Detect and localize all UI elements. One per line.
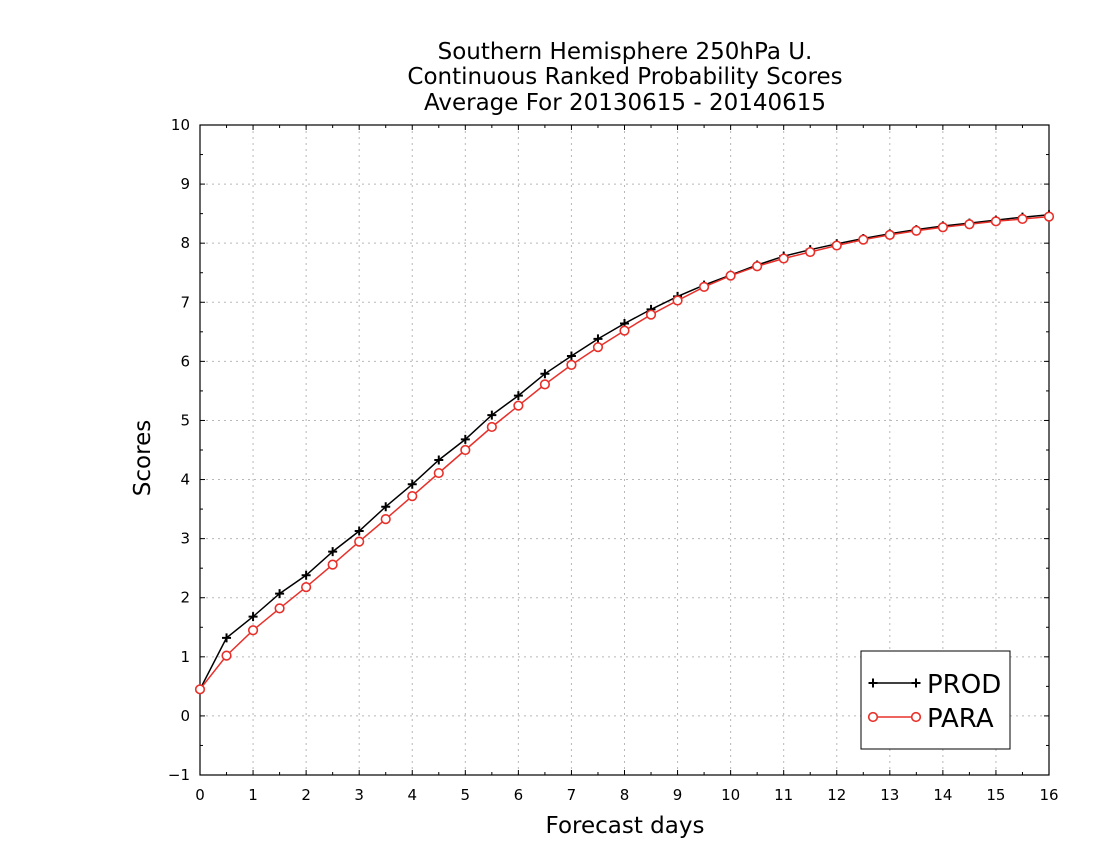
x-tick-label: 5 — [461, 786, 471, 804]
legend-marker-para — [910, 711, 922, 723]
y-tick-label: −1 — [168, 766, 190, 784]
series-para — [194, 211, 1055, 695]
para-point — [805, 246, 816, 258]
para-point — [858, 234, 869, 245]
para-point — [539, 379, 551, 390]
prod-point — [434, 455, 444, 465]
para-point — [247, 625, 259, 636]
y-tick-label: 10 — [171, 116, 190, 134]
para-point — [752, 261, 763, 272]
legend-marker-prod — [868, 678, 878, 688]
para-point — [327, 559, 338, 570]
prod-point — [248, 612, 258, 622]
x-tick-label: 11 — [774, 786, 793, 804]
x-tick-label: 2 — [301, 786, 311, 804]
para-point — [407, 490, 418, 502]
para-point — [672, 295, 683, 306]
para-point — [513, 400, 524, 411]
legend-box — [860, 650, 1011, 750]
prod-point — [301, 570, 311, 580]
prod-point — [460, 434, 470, 444]
chart-title: Southern Hemisphere 250hPa U. Continuous… — [407, 39, 842, 116]
y-tick-label: 1 — [180, 648, 190, 666]
y-tick-label: 0 — [180, 707, 190, 725]
legend: PROD PARA — [860, 650, 1011, 750]
legend-label-prod: PROD — [927, 670, 1001, 700]
para-point — [698, 281, 710, 293]
para-point — [460, 444, 471, 456]
y-tick-label: 9 — [180, 175, 190, 193]
y-tick-label: 7 — [180, 293, 190, 311]
prod-point — [381, 502, 391, 512]
x-tick-label: 9 — [673, 786, 683, 804]
x-tick-label: 13 — [880, 786, 899, 804]
prod-point — [487, 410, 497, 420]
y-axis-label: Scores — [130, 420, 156, 496]
para-point — [274, 603, 285, 614]
para-point — [1043, 211, 1055, 222]
legend-item-prod: PROD — [868, 670, 1001, 700]
prod-point — [354, 526, 364, 536]
x-tick-label: 12 — [827, 786, 846, 804]
para-point — [884, 229, 895, 241]
x-tick-label: 3 — [354, 786, 364, 804]
para-point — [725, 270, 736, 281]
para-point — [566, 359, 577, 371]
prod-point — [328, 547, 338, 557]
para-point — [619, 325, 630, 336]
para-point — [221, 650, 232, 661]
series — [194, 210, 1055, 695]
para-point — [964, 219, 975, 230]
para-point — [645, 309, 657, 320]
y-tick-label: 2 — [180, 589, 190, 607]
para-point — [990, 216, 1002, 227]
y-tick-label: 3 — [180, 530, 190, 548]
x-tick-label: 10 — [721, 786, 740, 804]
x-tick-label: 7 — [567, 786, 577, 804]
legend-marker-prod — [911, 678, 921, 688]
y-tick-label: 6 — [180, 352, 190, 370]
para-point — [433, 467, 444, 479]
para-point — [831, 240, 842, 251]
legend-item-para: PARA — [867, 704, 994, 734]
para-point — [1017, 213, 1028, 225]
x-tick-label: 0 — [195, 786, 205, 804]
prod-point — [407, 479, 417, 489]
para-point — [778, 253, 789, 264]
x-tick-label: 6 — [514, 786, 524, 804]
title-line-1: Southern Hemisphere 250hPa U. — [438, 39, 813, 65]
x-tick-label: 8 — [620, 786, 630, 804]
para-point — [380, 514, 391, 525]
x-tick-label: 14 — [933, 786, 952, 804]
para-point — [194, 684, 206, 695]
x-tick-label: 16 — [1039, 786, 1058, 804]
prod-point — [540, 369, 550, 379]
x-tick-label: 4 — [407, 786, 417, 804]
x-axis-label: Forecast days — [546, 813, 705, 839]
prod-point — [593, 334, 603, 344]
x-tick-label: 15 — [986, 786, 1005, 804]
prod-point — [275, 589, 285, 599]
para-point — [592, 342, 604, 353]
legend-marker-para — [867, 711, 879, 723]
para-point — [911, 225, 922, 236]
title-line-3: Average For 20130615 - 20140615 — [424, 90, 826, 116]
para-point — [486, 421, 497, 433]
title-line-2: Continuous Ranked Probability Scores — [407, 64, 842, 90]
prod-point — [513, 391, 523, 401]
y-tick-label: 5 — [180, 411, 190, 429]
para-point — [354, 536, 365, 547]
prod-point — [566, 351, 576, 361]
para-point — [301, 581, 312, 593]
legend-label-para: PARA — [927, 704, 994, 734]
y-tick-label: 4 — [180, 471, 190, 489]
y-tick-label: 8 — [180, 234, 190, 252]
prod-point — [222, 633, 232, 643]
para-point — [937, 222, 948, 233]
x-tick-label: 1 — [248, 786, 258, 804]
